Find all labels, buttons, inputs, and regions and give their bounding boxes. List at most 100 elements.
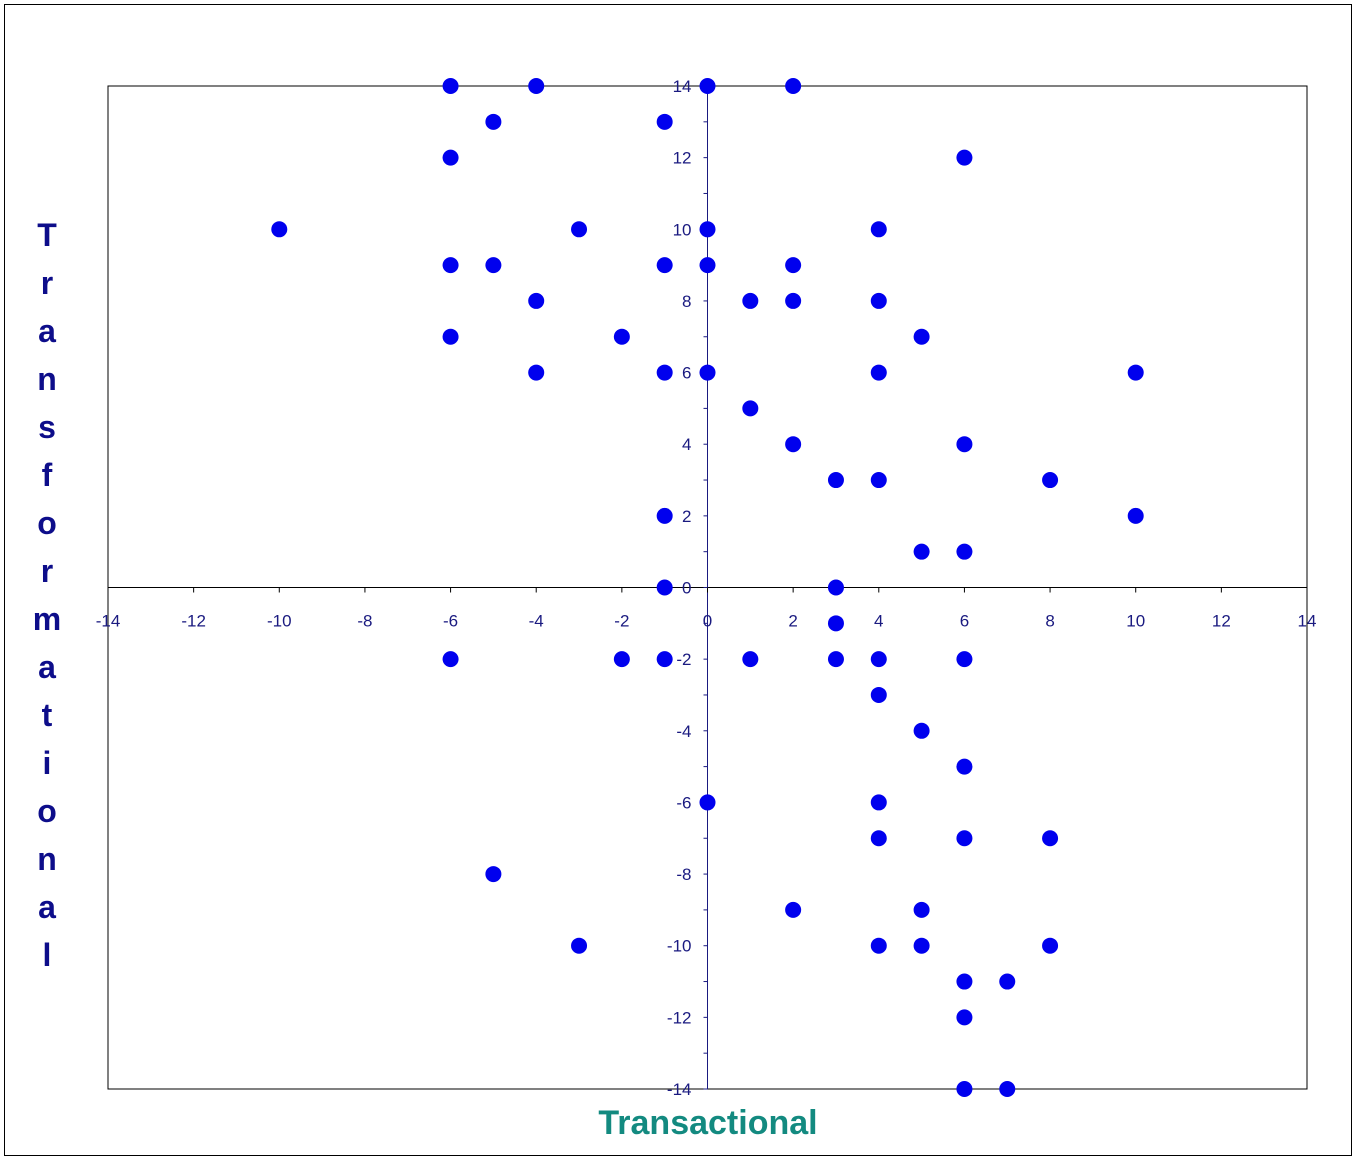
scatter-point <box>271 221 288 238</box>
scatter-point <box>956 1081 973 1097</box>
x-tick-label: -12 <box>181 612 206 631</box>
scatter-point <box>699 794 716 811</box>
scatter-point <box>913 901 930 918</box>
scatter-point <box>1042 937 1059 954</box>
y-axis-label-letter: T <box>37 217 57 253</box>
y-tick-label: 2 <box>682 507 691 526</box>
y-tick-label: -8 <box>676 865 691 884</box>
scatter-point <box>613 328 630 345</box>
y-tick-label: -6 <box>676 793 691 812</box>
scatter-point <box>870 292 887 309</box>
scatter-point <box>956 149 973 166</box>
x-tick-label: -6 <box>443 612 458 631</box>
scatter-point <box>656 364 673 381</box>
scatter-point <box>571 221 588 238</box>
scatter-point <box>999 1081 1016 1097</box>
y-axis-label-letter: n <box>37 361 57 397</box>
scatter-point <box>442 651 459 668</box>
scatter-point <box>870 937 887 954</box>
y-axis-label-letter: n <box>37 841 57 877</box>
y-axis-label-letter: l <box>43 937 52 973</box>
scatter-point <box>742 400 759 417</box>
y-tick-label: -4 <box>676 722 691 741</box>
x-tick-label: 8 <box>1045 612 1054 631</box>
scatter-point <box>1042 830 1059 847</box>
y-axis-label-letter: a <box>38 649 56 685</box>
y-tick-label: 14 <box>673 77 692 96</box>
scatter-point <box>528 364 545 381</box>
x-tick-label: 10 <box>1126 612 1145 631</box>
y-tick-label: -12 <box>667 1008 692 1027</box>
x-tick-label: 2 <box>788 612 797 631</box>
scatter-point <box>485 113 502 130</box>
y-axis-label-letter: o <box>37 793 57 829</box>
y-tick-label: -2 <box>676 650 691 669</box>
scatter-point <box>528 292 545 309</box>
scatter-point <box>571 937 588 954</box>
scatter-point <box>699 257 716 274</box>
scatter-point <box>913 937 930 954</box>
scatter-point <box>699 364 716 381</box>
scatter-point <box>956 973 973 990</box>
x-tick-labels: -14 -12 -10 -8 -6 -4 -2 0 2 4 6 8 10 12 14 <box>96 612 1317 631</box>
y-tick-label: 8 <box>682 292 691 311</box>
y-tick-label: 12 <box>673 149 692 168</box>
y-axis-label-letter: r <box>41 553 53 589</box>
scatter-point <box>913 543 930 560</box>
scatter-point <box>742 651 759 668</box>
scatter-point <box>827 651 844 668</box>
scatter-point <box>656 113 673 130</box>
scatter-point <box>870 364 887 381</box>
scatter-point <box>785 436 802 453</box>
x-tick-label: -2 <box>614 612 629 631</box>
y-axis-label-letter: m <box>33 601 61 637</box>
scatter-point <box>1042 472 1059 489</box>
scatter-point <box>742 292 759 309</box>
x-tick-label: 6 <box>960 612 969 631</box>
x-tick-label: 12 <box>1212 612 1231 631</box>
y-tick-label: -14 <box>667 1080 692 1099</box>
scatter-point <box>870 651 887 668</box>
scatter-point <box>442 149 459 166</box>
scatter-point <box>827 615 844 632</box>
scatter-point <box>870 686 887 703</box>
scatter-point <box>999 973 1016 990</box>
x-tick-label: -14 <box>96 612 121 631</box>
scatter-point <box>827 579 844 596</box>
scatter-point <box>699 221 716 238</box>
scatter-point <box>656 579 673 596</box>
scatter-point <box>485 866 502 883</box>
scatter-point <box>1127 507 1144 524</box>
scatter-point <box>956 651 973 668</box>
scatter-point <box>870 830 887 847</box>
y-axis-label-letter: f <box>42 457 53 493</box>
scatter-point <box>870 221 887 238</box>
y-tick-label: 4 <box>682 435 691 454</box>
scatter-point <box>613 651 630 668</box>
x-tick-label: 14 <box>1298 612 1317 631</box>
y-tick-label: 10 <box>673 220 692 239</box>
scatter-point <box>528 78 545 94</box>
scatter-point <box>656 257 673 274</box>
y-tick-label: 6 <box>682 364 691 383</box>
x-tick-label: -4 <box>529 612 544 631</box>
x-tick-label: -10 <box>267 612 292 631</box>
scatter-point <box>870 472 887 489</box>
scatter-point <box>656 651 673 668</box>
scatter-point <box>956 1009 973 1026</box>
y-tick-labels: -14 -12 -10 -8 -6 -4 -2 0 2 4 6 8 10 12 14 <box>667 77 692 1099</box>
x-tick-label: 4 <box>874 612 883 631</box>
scatter-point <box>785 901 802 918</box>
x-axis-label: Transactional <box>598 1104 817 1142</box>
y-axis-label-letter: r <box>41 265 53 301</box>
x-tick-label: 0 <box>703 612 712 631</box>
scatter-point <box>870 794 887 811</box>
scatter-point <box>956 436 973 453</box>
x-tick-label: -8 <box>357 612 372 631</box>
scatter-point <box>785 292 802 309</box>
scatter-point <box>442 257 459 274</box>
scatter-point <box>485 257 502 274</box>
y-axis-label-letter: s <box>38 409 56 445</box>
scatter-point <box>785 257 802 274</box>
